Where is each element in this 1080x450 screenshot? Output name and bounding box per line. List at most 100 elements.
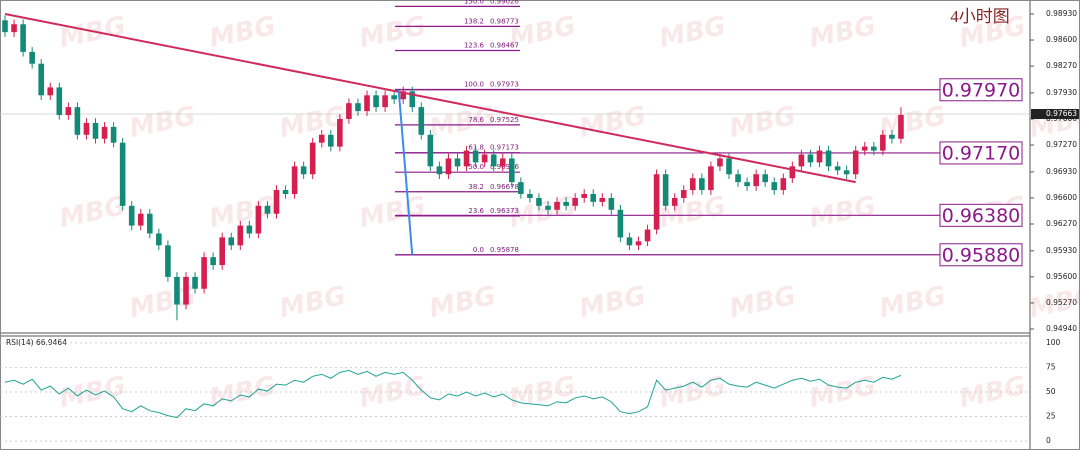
candle-body xyxy=(65,107,72,116)
key-level-box xyxy=(939,203,1023,227)
candle-body xyxy=(644,229,651,242)
candle-body xyxy=(427,134,434,167)
candle-body xyxy=(237,225,244,246)
y-tick-label: 0.97270 xyxy=(1046,140,1077,149)
chart-title: 4小时图 xyxy=(950,7,1010,26)
fib-ratio: 100.0 xyxy=(464,81,484,89)
candle-body xyxy=(871,146,877,151)
candle-body xyxy=(762,174,768,183)
candle-body xyxy=(119,142,126,206)
candle-body xyxy=(653,174,660,230)
y-tick-label: 25 xyxy=(1046,412,1056,421)
candle-body xyxy=(771,182,778,191)
fib-ratio: 38.2 xyxy=(468,183,484,191)
candle-body xyxy=(816,150,823,163)
candle-body xyxy=(825,150,832,167)
candle-body xyxy=(617,209,624,238)
y-tick-label: 0.96270 xyxy=(1046,219,1077,228)
candle-body xyxy=(445,158,452,175)
candle-body xyxy=(228,237,235,246)
fib-ratio: 61.8 xyxy=(468,144,484,152)
candle-body xyxy=(264,205,271,214)
candle-body xyxy=(481,154,488,163)
candle-body xyxy=(400,91,406,100)
candle-body xyxy=(635,241,642,246)
y-tick-label: 50 xyxy=(1046,387,1056,396)
candle-body xyxy=(599,197,606,202)
candle-body xyxy=(880,134,886,151)
candle-body xyxy=(807,154,814,163)
fib-ratio: 50.0 xyxy=(468,163,484,171)
candle-body xyxy=(662,174,669,206)
y-tick-label: 0.95600 xyxy=(1046,272,1077,281)
rsi-line xyxy=(4,369,902,419)
candle-body xyxy=(554,201,560,210)
candle-body xyxy=(74,107,81,135)
candle-body xyxy=(744,182,750,187)
key-level-box xyxy=(939,243,1023,267)
y-tick-label: 75 xyxy=(1046,362,1056,371)
trendline xyxy=(397,89,414,255)
fib-price: 0.98467 xyxy=(490,42,519,50)
y-tick-label: 0.95930 xyxy=(1046,246,1077,255)
candle-body xyxy=(246,225,253,234)
candle-body xyxy=(726,158,732,175)
candle-body xyxy=(56,87,63,116)
candle-body xyxy=(861,146,868,151)
candle-body xyxy=(680,190,687,198)
fib-ratio: 150.0 xyxy=(464,0,484,5)
candle-body xyxy=(780,178,787,191)
y-tick-label: 0.98600 xyxy=(1046,35,1077,44)
candle-body xyxy=(382,95,388,108)
fib-price: 0.95878 xyxy=(490,246,519,254)
candle-body xyxy=(843,170,850,175)
key-level-label: 0.96380 xyxy=(942,205,1021,227)
candle-body xyxy=(38,63,44,96)
fib-price: 0.96373 xyxy=(490,207,519,215)
candle-body xyxy=(328,134,334,147)
fib-price: 0.97525 xyxy=(490,116,519,124)
fib-price: 0.98773 xyxy=(490,17,519,25)
candle-body xyxy=(255,205,262,234)
candle-body xyxy=(898,115,904,139)
candle-body xyxy=(436,166,443,175)
fib-price: 0.96678 xyxy=(490,183,519,191)
candle-body xyxy=(852,150,859,175)
y-tick-label: 0.98270 xyxy=(1046,61,1077,70)
y-tick-label: 0 xyxy=(1046,436,1051,445)
candle-body xyxy=(499,158,506,167)
candle-body xyxy=(373,95,379,108)
candle-body xyxy=(192,276,198,289)
key-level-label: 0.97970 xyxy=(942,79,1021,101)
candle-body xyxy=(219,237,225,266)
y-tick-label: 0.95270 xyxy=(1046,298,1077,307)
y-tick-label: 0.96600 xyxy=(1046,193,1077,202)
y-tick-label: 0.97930 xyxy=(1046,88,1077,97)
candle-body xyxy=(391,95,397,100)
candle-body xyxy=(563,201,569,206)
candle-body xyxy=(147,213,153,234)
candle-body xyxy=(183,276,189,305)
candle-body xyxy=(201,257,207,289)
key-level-box xyxy=(939,78,1023,102)
fib-price: 0.97973 xyxy=(490,81,519,89)
fib-ratio: 23.6 xyxy=(468,207,484,215)
candle-body xyxy=(409,91,416,108)
candle-body xyxy=(110,126,117,143)
candle-body xyxy=(572,197,578,206)
candle-body xyxy=(156,233,162,246)
candle-body xyxy=(699,178,705,191)
candle-body xyxy=(174,276,180,305)
y-tick-label: 100 xyxy=(1046,338,1061,347)
fib-ratio: 123.6 xyxy=(464,42,485,50)
candle-body xyxy=(590,193,597,202)
candle-body xyxy=(798,154,805,167)
candle-body xyxy=(92,122,99,139)
candle-body xyxy=(490,154,497,167)
candle-body xyxy=(717,158,723,167)
candle-body xyxy=(834,166,841,171)
candle-body xyxy=(364,95,370,112)
last-price-box xyxy=(1031,109,1079,120)
